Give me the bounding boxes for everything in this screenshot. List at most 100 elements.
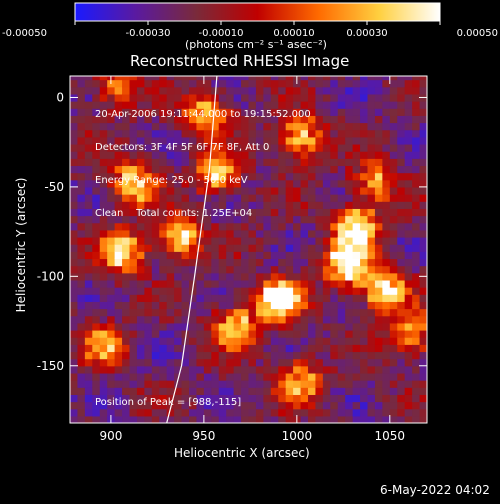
- heatmap-cell: [397, 258, 406, 267]
- heatmap-cell: [203, 76, 212, 81]
- heatmap-cell: [218, 151, 227, 159]
- heatmap-cell: [174, 244, 183, 252]
- heatmap-cell: [181, 415, 190, 423]
- heatmap-cell: [352, 79, 361, 88]
- heatmap-cell: [389, 372, 398, 381]
- heatmap-cell: [233, 251, 242, 260]
- heatmap-cell: [196, 236, 205, 245]
- heatmap-cell: [166, 76, 175, 81]
- heatmap-cell: [122, 215, 131, 224]
- heatmap-cell: [374, 251, 383, 260]
- heatmap-cell: [122, 279, 131, 288]
- heatmap-cell: [151, 380, 160, 388]
- heatmap-cell: [389, 79, 398, 88]
- heatmap-cell: [263, 322, 272, 331]
- heatmap-cell: [166, 179, 175, 188]
- heatmap-cell: [233, 358, 242, 367]
- heatmap-cell: [114, 222, 123, 231]
- heatmap-cell: [189, 129, 198, 138]
- heatmap-cell: [270, 315, 279, 324]
- heatmap-cell: [189, 208, 198, 217]
- heatmap-cell: [181, 265, 190, 274]
- heatmap-cell: [159, 86, 168, 95]
- heatmap-cell: [248, 315, 257, 324]
- colorbar-ticks: -0.00050 -0.00030 -0.00010 0.00010 0.00030 0.…: [2, 21, 498, 39]
- heatmap-cell: [203, 244, 212, 252]
- heatmap-cell: [360, 244, 369, 252]
- heatmap-cell: [412, 115, 421, 124]
- heatmap-cell: [270, 351, 279, 360]
- heatmap-cell: [99, 358, 108, 367]
- heatmap-cell: [263, 201, 272, 209]
- heatmap-cell: [308, 387, 317, 395]
- heatmap-cell: [70, 194, 79, 202]
- heatmap-cell: [92, 279, 101, 288]
- heatmap-cell: [300, 365, 309, 374]
- heatmap-cell: [263, 301, 272, 310]
- heatmap-cell: [159, 115, 168, 124]
- heatmap-cell: [211, 222, 220, 231]
- heatmap-cell: [345, 122, 354, 131]
- heatmap-cell: [330, 351, 339, 360]
- heatmap-cell: [226, 136, 235, 145]
- heatmap-cell: [241, 186, 250, 195]
- heatmap-cell: [151, 365, 160, 374]
- heatmap-cell: [322, 365, 331, 374]
- heatmap-cell: [419, 415, 427, 423]
- heatmap-cell: [285, 322, 294, 331]
- heatmap-cell: [196, 308, 205, 317]
- heatmap-cell: [404, 294, 413, 302]
- heatmap-cell: [300, 329, 309, 338]
- heatmap-cell: [166, 236, 175, 245]
- heatmap-cell: [136, 186, 145, 195]
- heatmap-cell: [337, 215, 346, 224]
- heatmap-cell: [84, 380, 93, 388]
- heatmap-cell: [189, 115, 198, 124]
- heatmap-cell: [226, 143, 235, 152]
- heatmap-cell: [300, 108, 309, 116]
- heatmap-cell: [285, 308, 294, 317]
- heatmap-cell: [166, 315, 175, 324]
- heatmap-cell: [374, 315, 383, 324]
- heatmap-cell: [345, 265, 354, 274]
- heatmap-cell: [211, 244, 220, 252]
- heatmap-cell: [129, 408, 138, 417]
- heatmap-cell: [107, 279, 116, 288]
- heatmap-cell: [412, 194, 421, 202]
- heatmap-cell: [300, 236, 309, 245]
- heatmap-cell: [144, 172, 153, 181]
- heatmap-cell: [308, 308, 317, 317]
- heatmap-cell: [330, 79, 339, 88]
- heatmap-cell: [397, 279, 406, 288]
- heatmap-cell: [159, 258, 168, 267]
- heatmap-cell: [241, 143, 250, 152]
- heatmap-cell: [99, 201, 108, 209]
- heatmap-cell: [278, 201, 287, 209]
- heatmap-cell: [181, 351, 190, 360]
- heatmap-cell: [122, 101, 131, 109]
- heatmap-cell: [203, 251, 212, 260]
- heatmap-cell: [270, 372, 279, 381]
- heatmap-cell: [99, 351, 108, 360]
- heatmap-cell: [159, 408, 168, 417]
- heatmap-cell: [99, 272, 108, 281]
- heatmap-cell: [315, 76, 324, 81]
- heatmap-cell: [397, 186, 406, 195]
- heatmap-cell: [151, 358, 160, 367]
- heatmap-cell: [412, 151, 421, 159]
- heatmap-cell: [218, 76, 227, 81]
- heatmap-cell: [367, 301, 376, 310]
- heatmap-cell: [77, 387, 86, 395]
- heatmap-cell: [174, 351, 183, 360]
- heatmap-cell: [136, 415, 145, 423]
- heatmap-cell: [404, 265, 413, 274]
- heatmap-cell: [189, 79, 198, 88]
- heatmap-cell: [308, 272, 317, 281]
- heatmap-cell: [241, 208, 250, 217]
- heatmap-cell: [203, 186, 212, 195]
- heatmap-cell: [367, 279, 376, 288]
- heatmap-cell: [84, 136, 93, 145]
- heatmap-cell: [77, 258, 86, 267]
- heatmap-cell: [226, 408, 235, 417]
- heatmap-cell: [166, 129, 175, 138]
